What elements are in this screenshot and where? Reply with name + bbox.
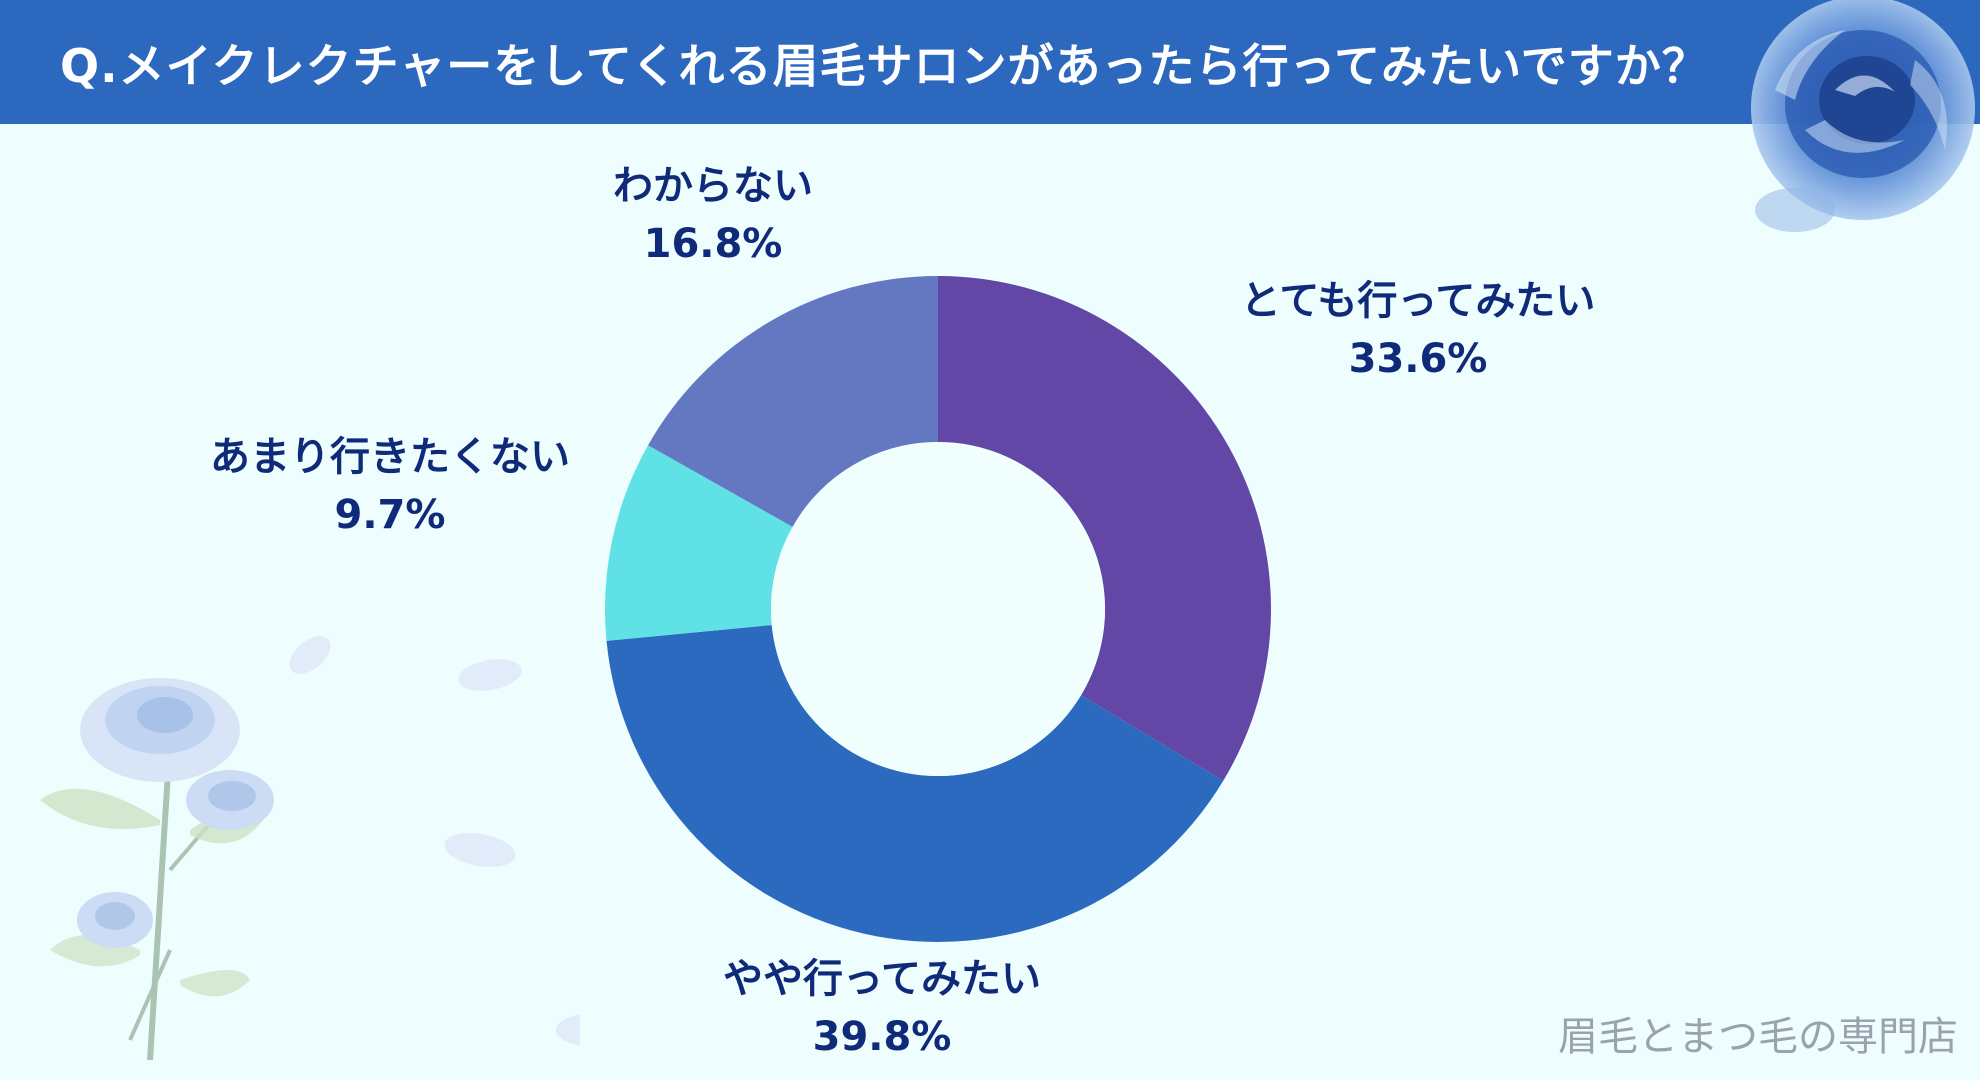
watermark-text: 眉毛とまつ毛の専門店	[1558, 1014, 1958, 1060]
donut-slice-3	[605, 445, 793, 641]
blue-rose-corner-image	[1751, 0, 1975, 232]
donut-slice-4	[648, 276, 938, 527]
blue-rose-branch-image	[40, 636, 580, 1061]
slice-label-3: あまり行きたくない 9.7%	[210, 428, 570, 544]
slice-value-label: 39.8%	[812, 1014, 952, 1060]
slice-label-4: わからない 16.8%	[613, 157, 813, 273]
donut-slice-2	[606, 624, 1224, 942]
slice-value-label: 16.8%	[643, 221, 783, 267]
slice-category-label: やや行ってみたい	[723, 956, 1041, 1002]
slice-category-label: あまり行きたくない	[210, 434, 570, 480]
slice-value-label: 9.7%	[334, 492, 446, 538]
slice-value-label: 33.6%	[1348, 336, 1488, 382]
question-title: Q.メイクレクチャーをしてくれる眉毛サロンがあったら行ってみたいですか？	[60, 39, 1709, 93]
slice-label-1: とても行ってみたい 33.6%	[1241, 272, 1596, 388]
slice-category-label: わからない	[613, 163, 813, 209]
slice-category-label: とても行ってみたい	[1240, 278, 1596, 324]
slice-label-2: やや行ってみたい 39.8%	[723, 950, 1041, 1066]
donut-slice-1	[938, 276, 1271, 781]
title-bar: Q.メイクレクチャーをしてくれる眉毛サロンがあったら行ってみたいですか？	[0, 0, 1980, 124]
donut-hole	[771, 442, 1105, 776]
